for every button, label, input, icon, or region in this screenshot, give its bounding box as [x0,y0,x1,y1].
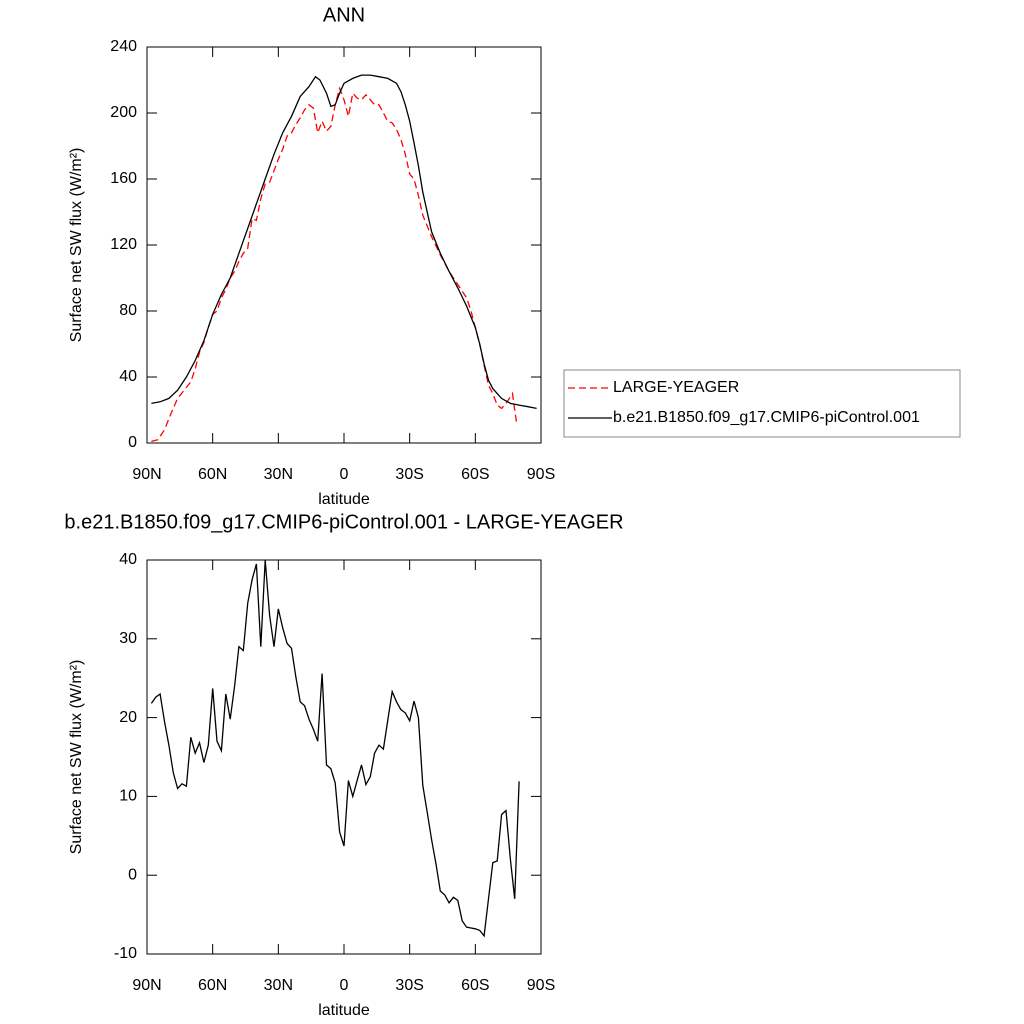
chart-title: b.e21.B1850.f09_g17.CMIP6-piControl.001 … [64,511,623,533]
y-tick-label: 160 [110,170,137,187]
x-axis-label: latitude [318,1002,370,1019]
data-line [150,559,520,938]
y-tick-label: -10 [114,945,137,962]
x-tick-label: 30S [395,466,423,483]
y-tick-label: 40 [119,368,137,385]
y-tick-label: 20 [119,709,137,726]
legend-label: LARGE-YEAGER [613,379,739,396]
x-tick-label: 60S [461,977,489,994]
y-tick-label: 30 [119,630,137,647]
legend-label: b.e21.B1850.f09_g17.CMIP6-piControl.001 [613,409,920,426]
y-tick-label: 120 [110,236,137,253]
y-tick-label: 0 [128,866,137,883]
legend: LARGE-YEAGER b.e21.B1850.f09_g17.CMIP6-pi… [563,369,961,438]
y-axis-label: Surface net SW flux (W/m²) [68,660,85,855]
x-tick-label: 0 [340,977,349,994]
y-tick-label: 80 [119,302,137,319]
x-tick-label: 90S [527,466,555,483]
x-tick-label: 60N [198,466,227,483]
legend-box [563,369,961,438]
x-tick-label: 30S [395,977,423,994]
x-tick-label: 30N [264,977,293,994]
plot-frame [146,559,542,955]
y-axis-label: Surface net SW flux (W/m²) [68,148,85,343]
x-tick-label: 90N [132,466,161,483]
x-tick-label: 60S [461,466,489,483]
y-tick-label: 0 [128,434,137,451]
x-tick-label: 30N [264,466,293,483]
y-tick-label: 200 [110,104,137,121]
x-tick-label: 60N [198,977,227,994]
x-tick-label: 90S [527,977,555,994]
data-line [151,86,518,443]
chart-title: ANN [323,4,365,26]
y-tick-label: 240 [110,38,137,55]
y-tick-label: 10 [119,788,137,805]
x-tick-label: 90N [132,977,161,994]
x-tick-label: 0 [340,466,349,483]
x-axis-label: latitude [318,491,370,508]
plot-frame [146,46,542,444]
y-tick-label: 40 [119,551,137,568]
data-line [151,74,537,410]
